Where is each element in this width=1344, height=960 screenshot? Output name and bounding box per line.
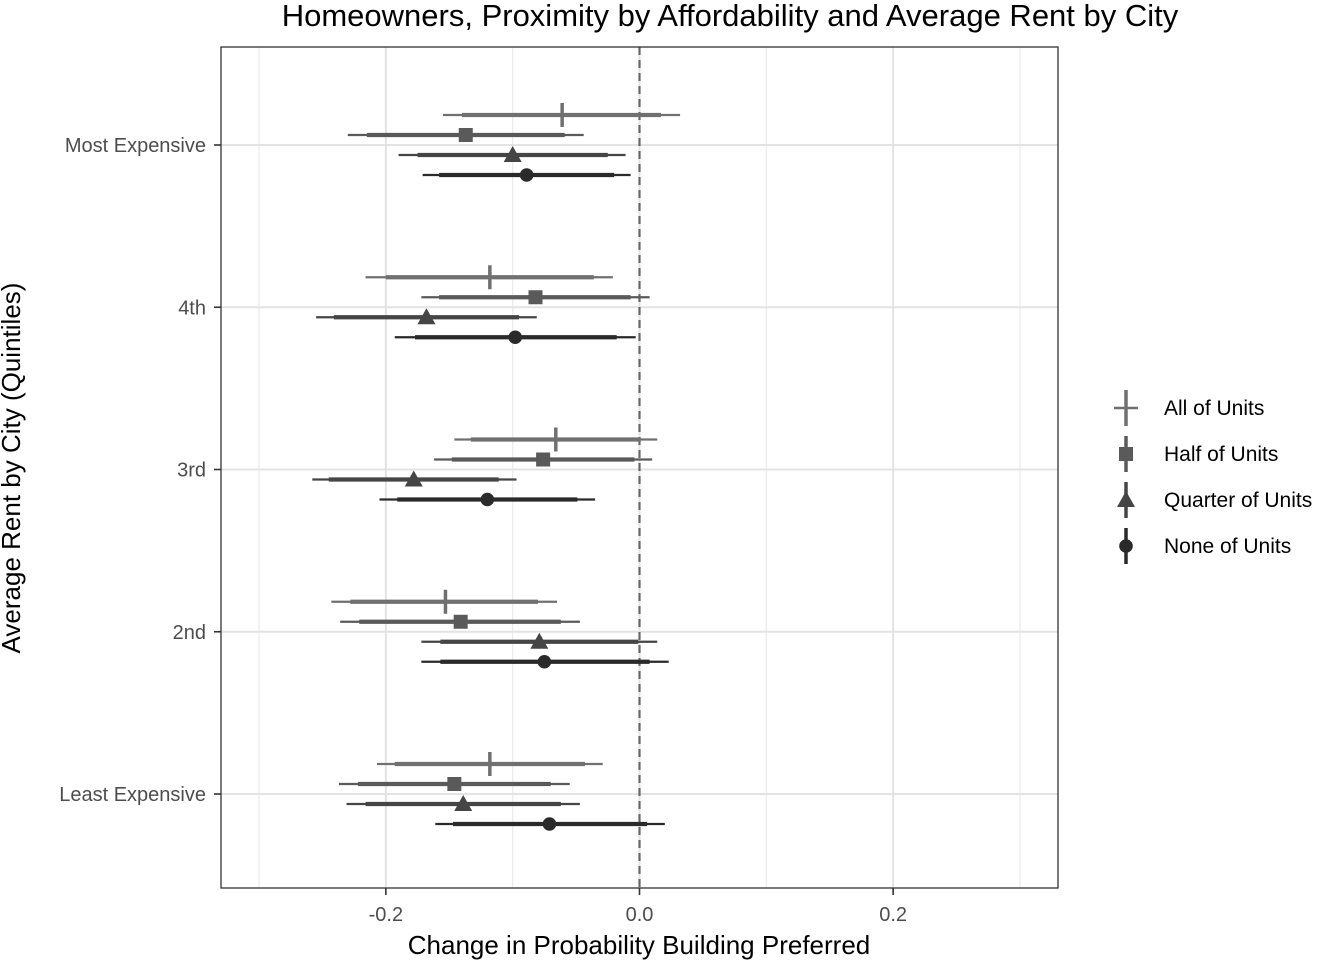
legend-label: Quarter of Units	[1164, 489, 1312, 512]
point-estimate	[453, 614, 468, 629]
point-estimate	[447, 777, 462, 791]
series-all-of-units	[331, 103, 681, 776]
legend-key-marker	[1119, 539, 1133, 553]
y-tick-label: 4th	[178, 297, 206, 319]
point-estimate	[454, 795, 473, 811]
legend-label: All of Units	[1164, 397, 1264, 420]
point-estimate	[530, 632, 549, 649]
y-tick-label: 2nd	[173, 622, 206, 644]
point-estimate	[537, 654, 552, 669]
x-tick-label: -0.2	[369, 904, 403, 926]
legend-item: All of Units	[1114, 390, 1264, 426]
x-axis-title: Change in Probability Building Preferred	[408, 930, 871, 960]
point-estimate	[480, 492, 495, 507]
series-none-of-units	[379, 168, 669, 831]
legend-key-marker	[1119, 447, 1133, 461]
legend-label: Half of Units	[1164, 443, 1278, 466]
legend-item: Half of Units	[1119, 436, 1278, 472]
series-half-of-units	[338, 128, 653, 791]
series-quarter-of-units	[312, 146, 658, 811]
legend-item: None of Units	[1119, 528, 1291, 564]
point-estimate	[528, 290, 543, 305]
point-estimate	[508, 330, 523, 345]
point-estimate	[519, 168, 534, 182]
x-axis: -0.2 0.0 0.2	[369, 888, 907, 926]
chart-title: Homeowners, Proximity by Affordability a…	[282, 0, 1179, 33]
point-estimate	[536, 452, 551, 467]
y-tick-label: 3rd	[177, 460, 206, 482]
legend-key-marker	[1117, 491, 1135, 507]
y-tick-label: Most Expensive	[65, 135, 206, 157]
x-tick-label: 0.0	[626, 904, 654, 926]
legend-label: None of Units	[1164, 535, 1291, 558]
point-estimate	[458, 128, 473, 142]
point-estimate	[417, 308, 436, 325]
x-tick-label: 0.2	[879, 904, 907, 926]
point-estimate	[503, 146, 522, 162]
y-tick-label: Least Expensive	[59, 784, 206, 806]
legend-item: Quarter of Units	[1117, 482, 1312, 518]
point-estimate	[542, 817, 557, 831]
legend: All of Units Half of Units Quarter of Unit…	[1114, 390, 1312, 564]
y-axis-title: Average Rent by City (Quintiles)	[0, 283, 26, 654]
y-axis: Most Expensive 4th 3rd 2nd Least Expensive	[59, 135, 221, 806]
point-estimate	[404, 470, 423, 487]
data-marks	[312, 103, 681, 831]
